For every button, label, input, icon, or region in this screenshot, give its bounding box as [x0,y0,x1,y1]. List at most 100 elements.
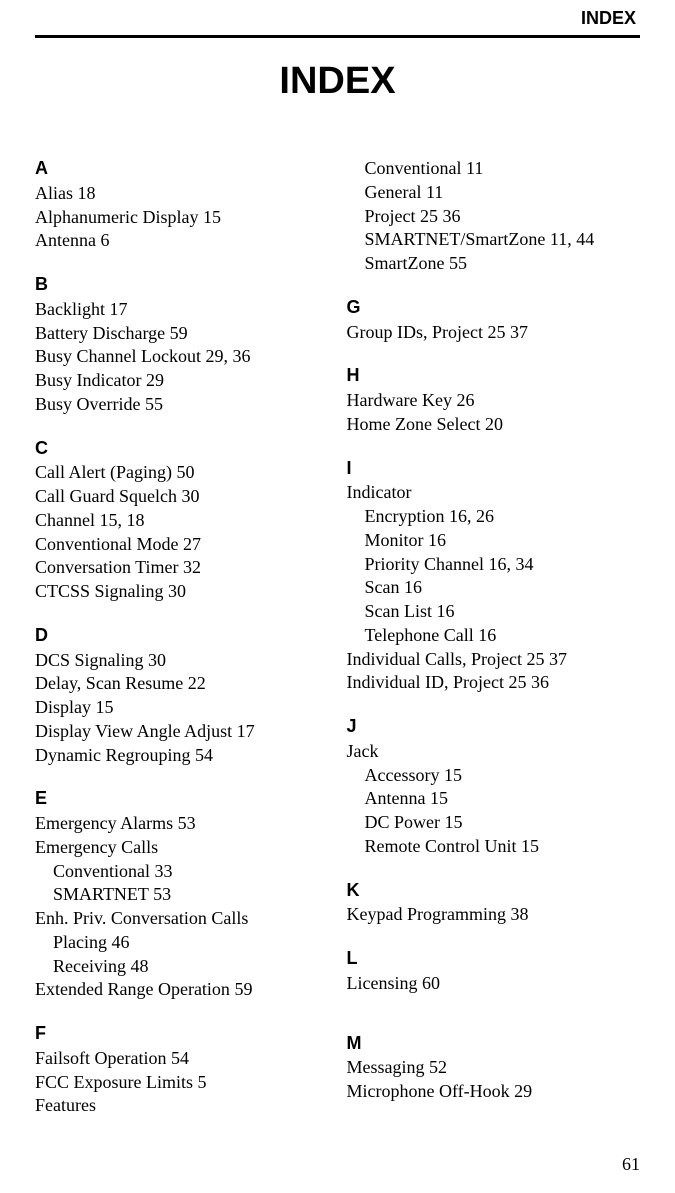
entry-pages: 16, 26 [449,506,494,526]
entry-pages: 54 [171,1048,189,1068]
right-column: Conventional 11 General 11 Project 25 36… [347,157,641,1138]
entry-term: Conventional [53,861,150,881]
letter-heading: H [347,364,641,388]
entry-term: Accessory [365,765,440,785]
page: INDEX INDEX A Alias 18 Alphanumeric Disp… [0,0,675,1193]
index-entry: Conventional Mode 27 [35,533,329,557]
index-entry: Channel 15, 18 [35,509,329,533]
section-E: E Emergency Alarms 53 Emergency Calls Co… [35,787,329,1002]
entry-pages: 37 [510,322,528,342]
entry-pages: 29, 36 [205,346,250,366]
entry-term: Jack [347,741,379,761]
entry-term: Licensing [347,973,418,993]
entry-pages: 15 [445,812,463,832]
entry-pages: 50 [176,462,194,482]
index-subentry: SmartZone 55 [347,252,641,276]
section-I: I Indicator Encryption 16, 26 Monitor 16… [347,457,641,696]
index-entry: Delay, Scan Resume 22 [35,672,329,696]
entry-term: Extended Range Operation [35,979,230,999]
entry-pages: 16, 34 [489,554,534,574]
index-entry: Failsoft Operation 54 [35,1047,329,1071]
letter-heading: G [347,296,641,320]
entry-term: Call Alert (Paging) [35,462,172,482]
section-J: J Jack Accessory 15 Antenna 15 DC Power … [347,715,641,859]
entry-pages: 53 [153,884,171,904]
index-entry: Home Zone Select 20 [347,413,641,437]
entry-pages: 11, 44 [550,229,594,249]
section-L: L Licensing 60 [347,947,641,996]
index-entry: Licensing 60 [347,972,641,996]
letter-heading: K [347,879,641,903]
index-subentry: Priority Channel 16, 34 [347,553,641,577]
left-column: A Alias 18 Alphanumeric Display 15 Anten… [35,157,329,1138]
section-A: A Alias 18 Alphanumeric Display 15 Anten… [35,157,329,253]
entry-pages: 16 [437,601,455,621]
index-entry: Call Alert (Paging) 50 [35,461,329,485]
entry-term: SmartZone [365,253,445,273]
index-subentry: Accessory 15 [347,764,641,788]
entry-pages: 22 [188,673,206,693]
entry-pages: 26 [456,390,474,410]
index-subentry: SMARTNET/SmartZone 11, 44 [347,228,641,252]
index-entry: Emergency Calls [35,836,329,860]
entry-term: Busy Channel Lockout [35,346,201,366]
page-number: 61 [622,1154,640,1175]
entry-pages: 15 [203,207,221,227]
entry-pages: 30 [168,581,186,601]
letter-heading: F [35,1022,329,1046]
entry-pages: 15 [444,765,462,785]
entry-term: Individual Calls, Project 25 [347,649,545,669]
entry-pages: 16 [404,577,422,597]
section-F: F Failsoft Operation 54 FCC Exposure Lim… [35,1022,329,1118]
index-entry: Messaging 52 [347,1056,641,1080]
entry-term: Antenna [365,788,426,808]
section-M: M Messaging 52 Microphone Off-Hook 29 [347,1032,641,1104]
index-entry: Antenna 6 [35,229,329,253]
entry-term: Emergency Alarms [35,813,173,833]
entry-pages: 15 [430,788,448,808]
index-entry: Backlight 17 [35,298,329,322]
entry-pages: 36 [531,672,549,692]
index-entry: Dynamic Regrouping 54 [35,744,329,768]
letter-heading: L [347,947,641,971]
entry-term: Display View Angle Adjust [35,721,232,741]
entry-term: DC Power [365,812,441,832]
entry-term: Individual ID, Project 25 [347,672,527,692]
entry-pages: 54 [195,745,213,765]
index-entry: Emergency Alarms 53 [35,812,329,836]
index-entry: Conversation Timer 32 [35,556,329,580]
entry-term: Battery Discharge [35,323,165,343]
entry-pages: 17 [110,299,128,319]
letter-heading: C [35,437,329,461]
entry-pages: 11 [426,182,443,202]
entry-term: Call Guard Squelch [35,486,177,506]
index-subentry: Telephone Call 16 [347,624,641,648]
index-subentry: DC Power 15 [347,811,641,835]
letter-heading: A [35,157,329,181]
index-entry: Group IDs, Project 25 37 [347,321,641,345]
index-entry: Microphone Off-Hook 29 [347,1080,641,1104]
entry-term: Keypad Programming [347,904,506,924]
index-entry: Indicator [347,481,641,505]
entry-pages: 55 [145,394,163,414]
entry-pages: 59 [170,323,188,343]
entry-term: Display [35,697,91,717]
index-entry: Busy Indicator 29 [35,369,329,393]
entry-pages: 52 [429,1057,447,1077]
entry-term: Features [35,1095,96,1115]
entry-term: Remote Control Unit [365,836,517,856]
running-head: INDEX [35,0,640,35]
entry-pages: 5 [198,1072,207,1092]
index-entry: Display View Angle Adjust 17 [35,720,329,744]
index-entry: Features [35,1094,329,1118]
entry-pages: 15 [96,697,114,717]
entry-pages: 29 [146,370,164,390]
index-entry: Battery Discharge 59 [35,322,329,346]
entry-term: Conversation Timer [35,557,179,577]
letter-heading: M [347,1032,641,1056]
entry-term: Hardware Key [347,390,452,410]
entry-pages: 59 [234,979,252,999]
index-subentry: Conventional 11 [347,157,641,181]
entry-term: Emergency Calls [35,837,158,857]
entry-term: Monitor [365,530,424,550]
